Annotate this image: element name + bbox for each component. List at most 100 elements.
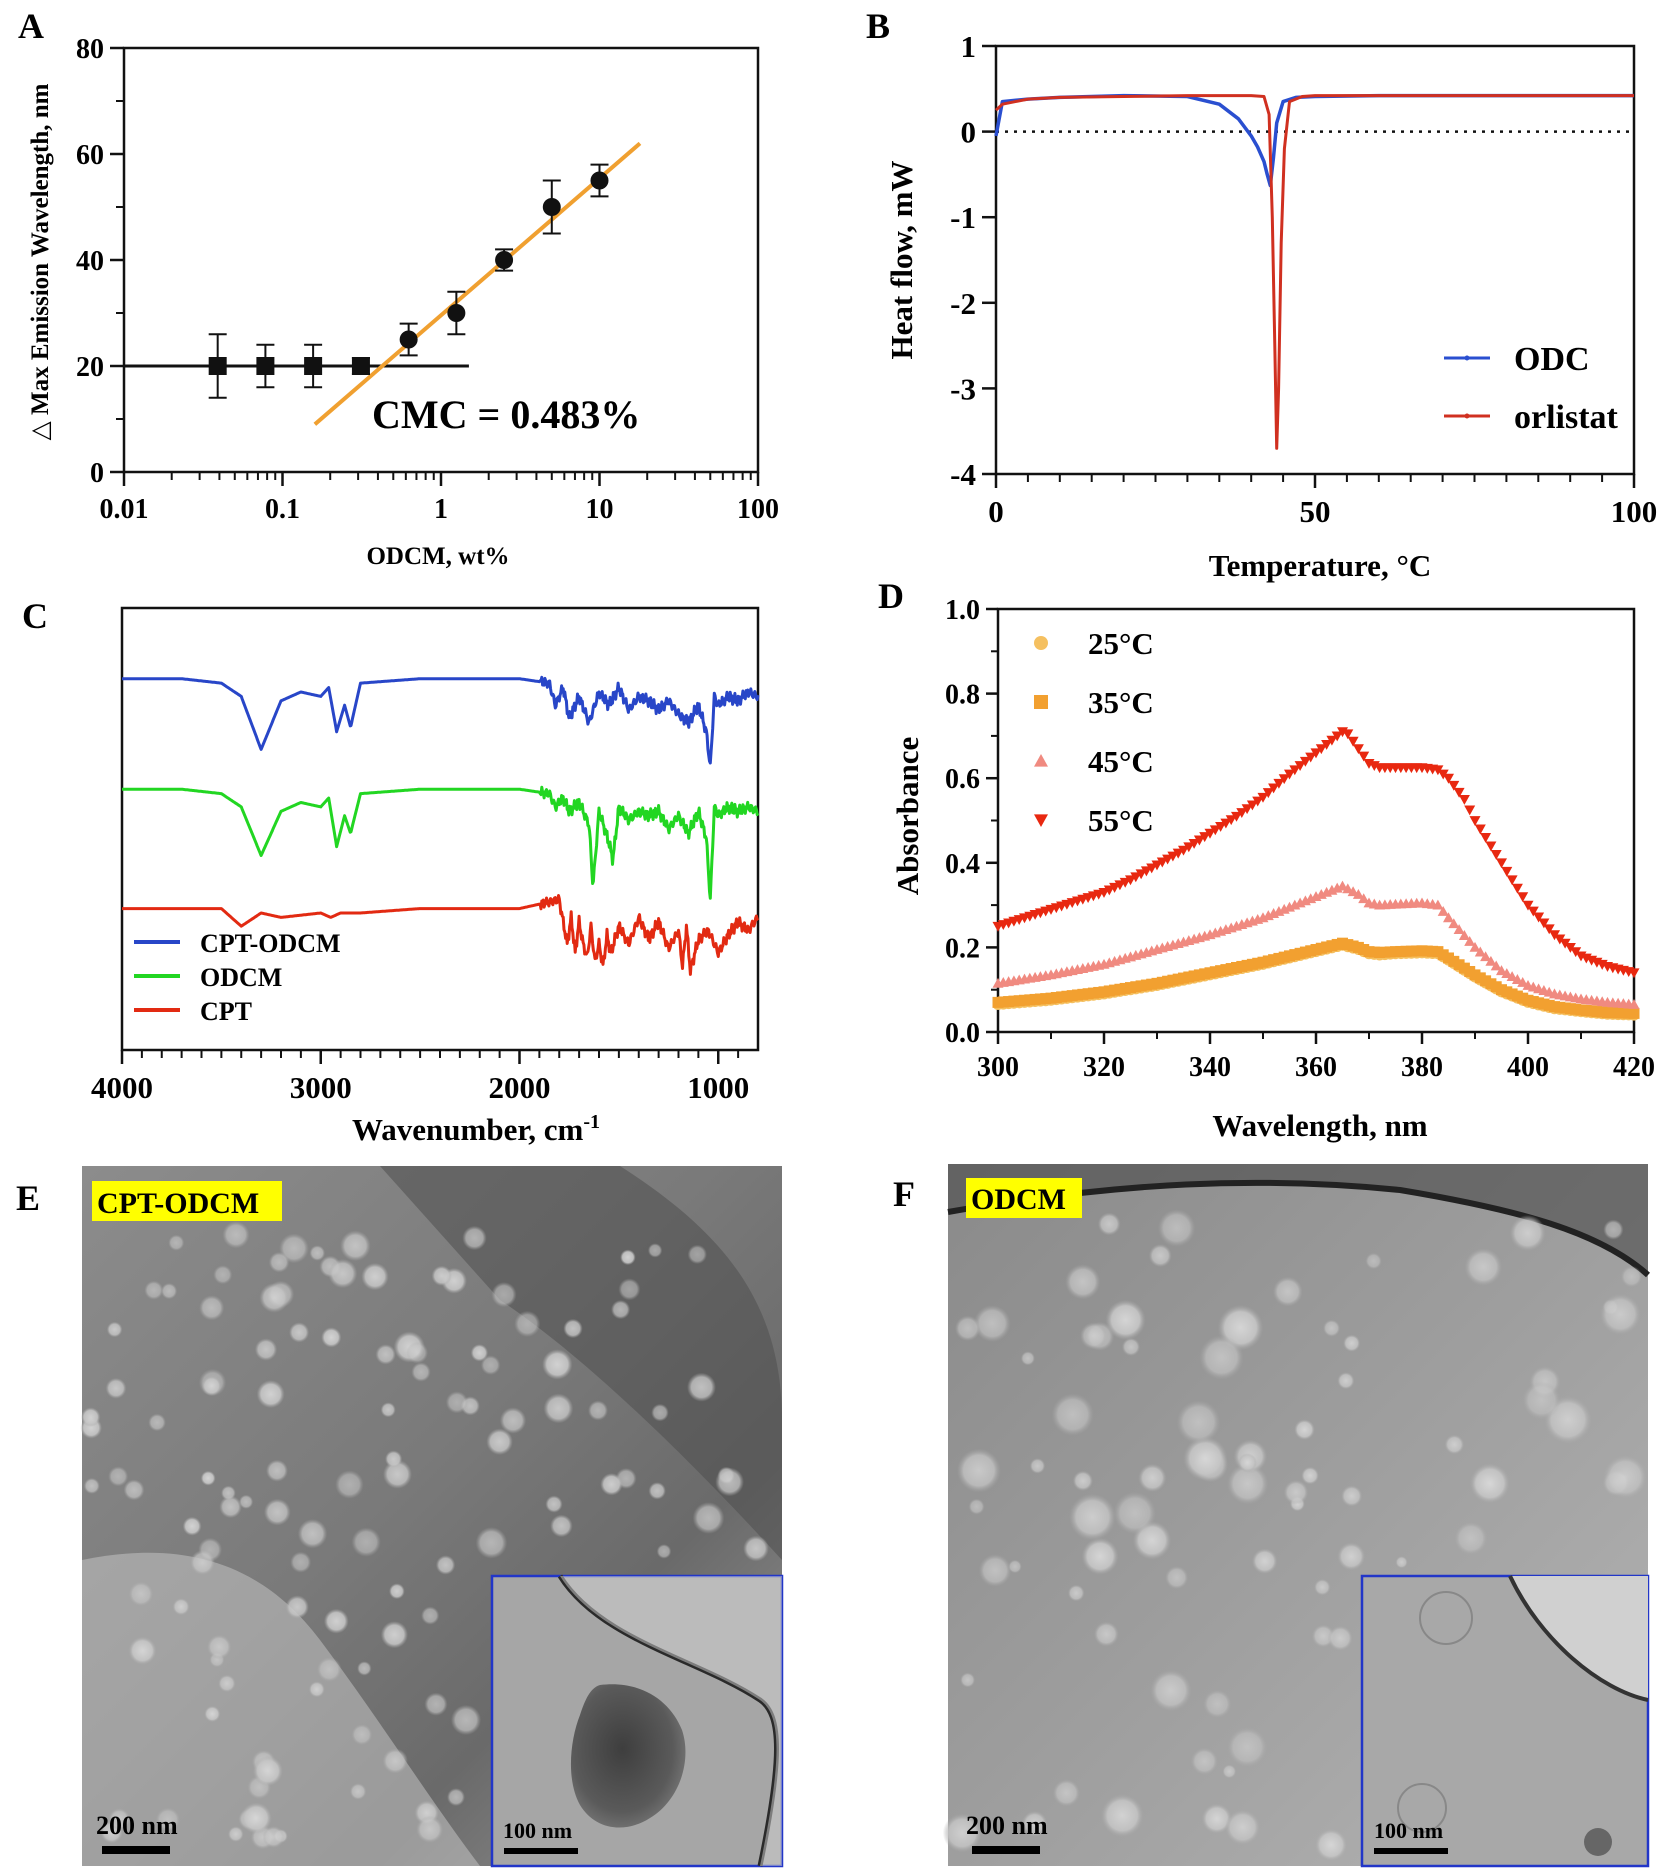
chart-b-legend: ODC orlistat	[1444, 341, 1619, 436]
tem-particle	[268, 1251, 290, 1273]
chart-d-point	[1294, 761, 1306, 772]
tem-particle	[328, 1259, 358, 1289]
chart-c-xlabel: Wavenumber, cm-1	[352, 1111, 600, 1147]
tem-particle	[106, 1321, 123, 1338]
chart-d-point	[1506, 875, 1518, 886]
chart-d-legend-label: 45°C	[1088, 744, 1154, 779]
tem-particle	[1183, 1436, 1228, 1481]
tem-particle	[81, 1407, 101, 1427]
chart-d-point	[1522, 900, 1534, 911]
tem-particle	[1222, 1764, 1237, 1779]
chart-c-x-tick-label: 4000	[91, 1070, 153, 1105]
chart-a-annotation: CMC = 0.483%	[372, 392, 640, 437]
chart-d-point	[1480, 833, 1492, 843]
chart-a: 0.01 0.1 1 10 100 0 20 40 60 80 CMC = 0.483% ODCM…	[27, 34, 779, 570]
chart-a-point	[399, 330, 418, 349]
chart-d-point	[1140, 866, 1152, 877]
tem-particle	[1008, 1559, 1022, 1574]
tem-particle	[239, 1494, 254, 1509]
chart-d-point	[1517, 977, 1529, 987]
chart-d-point	[1570, 947, 1582, 958]
panel-letter-c: C	[22, 596, 48, 636]
tem-particle	[168, 1234, 185, 1251]
chart-b-marks	[994, 93, 1634, 450]
tem-particle	[1165, 1566, 1189, 1590]
tem-e-nanoparticle	[570, 1684, 686, 1828]
tem-particle	[262, 1826, 285, 1848]
tem-particle	[219, 1495, 242, 1519]
chart-d-point	[1204, 828, 1216, 839]
tem-particle	[450, 1704, 482, 1736]
chart-b-x-tick-label: 0	[988, 494, 1004, 529]
tem-particle	[155, 1807, 181, 1832]
chart-b-y-tick-label: 0	[961, 115, 977, 150]
chart-a-x-tick-label: 1	[434, 494, 448, 525]
chart-d-point	[1246, 800, 1258, 811]
chart-d-xlabel: Wavelength, nm	[1212, 1108, 1427, 1143]
tem-particle	[620, 1249, 636, 1266]
tem-particle	[382, 1748, 408, 1774]
chart-d-point	[1443, 773, 1454, 784]
chart-d-point	[1193, 835, 1205, 846]
chart-b-x-tick-label: 50	[1300, 494, 1331, 529]
chart-d-point	[1262, 788, 1274, 799]
chart-a-point	[495, 251, 514, 269]
chart-d-point	[1549, 930, 1560, 941]
tem-particle	[1190, 1747, 1218, 1775]
tem-particle	[462, 1225, 487, 1251]
chart-d-point	[1464, 805, 1476, 816]
chart-d-point	[1236, 808, 1248, 818]
tem-particle	[254, 1338, 278, 1361]
chart-d-point	[1496, 965, 1507, 976]
chart-a-point	[351, 357, 370, 375]
tem-particle	[1203, 1689, 1232, 1719]
chart-c-legend-label: ODCM	[200, 963, 282, 992]
tem-particle	[1464, 1248, 1503, 1286]
chart-d-point	[1448, 780, 1460, 791]
chart-c-marks	[121, 675, 760, 976]
tem-particle	[1067, 1584, 1085, 1602]
chart-b-series-orlistat	[994, 94, 1634, 450]
tem-particle	[447, 1788, 465, 1807]
chart-a-marks	[124, 141, 642, 426]
tem-particle	[543, 1393, 574, 1424]
tem-particle	[201, 1375, 222, 1396]
chart-d-point	[1437, 905, 1449, 916]
chart-d-point	[1183, 842, 1195, 853]
chart-d-point	[1469, 941, 1481, 952]
tem-e-particles	[80, 1221, 769, 1850]
chart-a-ylabel: △ Max Emission Wavelength, nm	[27, 83, 54, 440]
tem-f-inset-vesicle	[1419, 1591, 1473, 1645]
tem-particle	[357, 1661, 372, 1676]
tem-particle	[375, 1344, 396, 1365]
tem-f-edge-line	[947, 1179, 1651, 1278]
tem-particle	[1199, 1335, 1244, 1380]
chart-d-legend: 25°C 35°C 45°C 55°C	[1034, 626, 1154, 838]
chart-a-y-tick-label: 0	[90, 458, 104, 489]
tem-f-dark-edge	[948, 1164, 1648, 1272]
chart-d-point	[1135, 869, 1147, 880]
chart-a-point	[590, 171, 609, 190]
chart-d-ylabel: Absorbance	[890, 737, 925, 895]
tem-particle	[1080, 1322, 1107, 1350]
chart-a-x-tick-label: 100	[737, 494, 779, 525]
chart-d-point	[1453, 924, 1465, 935]
tem-f-tag: ODCM	[971, 1183, 1066, 1216]
chart-d-point	[1485, 955, 1497, 966]
tem-particle	[316, 1657, 342, 1682]
tem-particle	[218, 1674, 236, 1693]
chart-d-point	[1533, 912, 1545, 923]
chart-b-y-tick-label: -1	[950, 200, 976, 235]
chart-d-legend-marker	[1034, 814, 1048, 827]
tem-particle	[266, 1459, 288, 1482]
chart-d-point	[1443, 912, 1454, 923]
chart-d-point	[1257, 792, 1269, 803]
chart-d-y-tick-label: 0.4	[945, 849, 980, 880]
tem-e-inset-scale-label: 100 nm	[503, 1818, 572, 1843]
tem-particle	[1148, 1244, 1172, 1268]
chart-b-legend-label: ODC	[1514, 341, 1590, 378]
tem-particle	[221, 1485, 236, 1501]
tem-particle	[1343, 1334, 1361, 1352]
tem-particle	[563, 1318, 583, 1339]
chart-a-rising-fit	[313, 141, 642, 426]
